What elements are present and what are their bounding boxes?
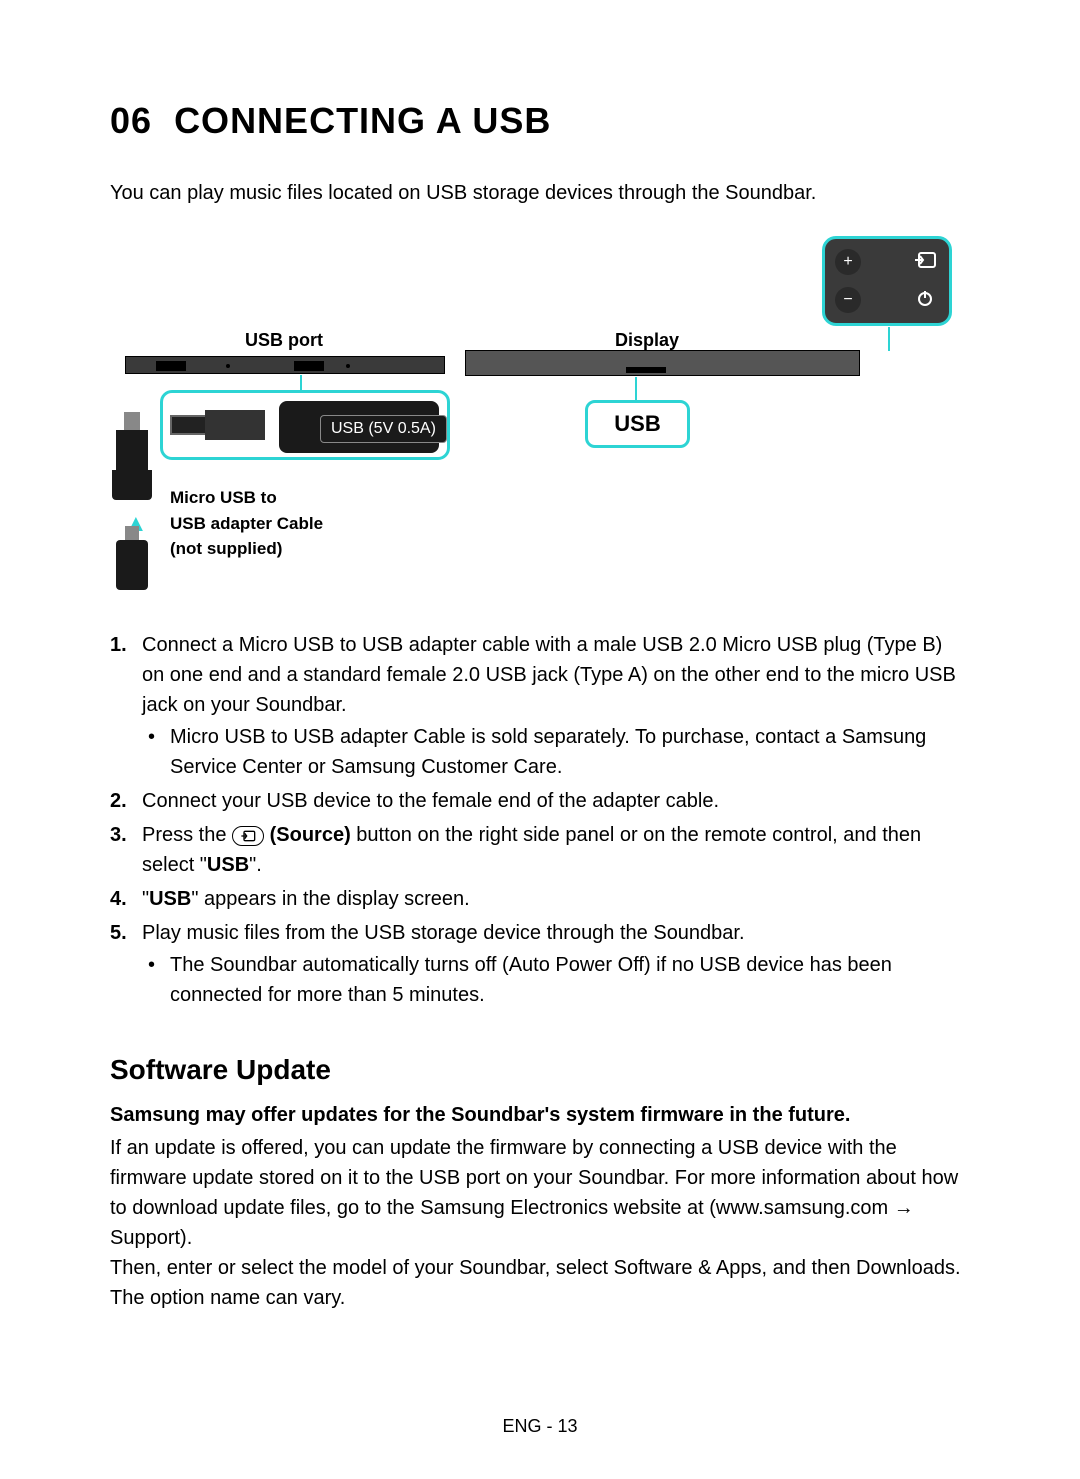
software-paragraph-3: The option name can vary. (110, 1283, 970, 1313)
step-number: 3. (110, 820, 142, 880)
bullet-icon: • (142, 950, 170, 1010)
source-inline-icon (232, 826, 264, 846)
step-text: Press the (Source) button on the right s… (142, 820, 970, 880)
step-number: 4. (110, 884, 142, 914)
sub-text: Micro USB to USB adapter Cable is sold s… (170, 722, 970, 782)
step-5: 5. Play music files from the USB storage… (110, 918, 970, 1010)
step-number: 2. (110, 786, 142, 816)
software-bold-line: Samsung may offer updates for the Soundb… (110, 1104, 970, 1127)
callout-line-icon (888, 327, 890, 351)
volume-up-icon: + (835, 249, 861, 275)
sub-text: The Soundbar automatically turns off (Au… (170, 950, 970, 1010)
step-3: 3. Press the (Source) button on the righ… (110, 820, 970, 880)
usb-drive-icon (116, 540, 148, 590)
source-icon (911, 249, 939, 271)
page-footer: ENG - 13 (0, 1416, 1080, 1437)
connection-diagram: USB port Display + − USB (5V 0.5A) USB ▲ (110, 230, 970, 610)
step-5-sub: • The Soundbar automatically turns off (… (142, 950, 970, 1010)
step-4: 4. "USB" appears in the display screen. (110, 884, 970, 914)
cable-label: Micro USB to USB adapter Cable (not supp… (170, 485, 323, 562)
control-panel-callout: + − (822, 236, 952, 326)
soundbar-front-view (465, 350, 860, 376)
cable-label-line2: USB adapter Cable (170, 511, 323, 537)
step-number: 5. (110, 918, 142, 1010)
section-title: 06 CONNECTING A USB (110, 100, 970, 142)
power-icon (911, 287, 939, 309)
usb-plug-icon (170, 415, 210, 435)
section-title-text: CONNECTING A USB (174, 100, 551, 141)
cable-label-line3: (not supplied) (170, 536, 323, 562)
step-text: Play music files from the USB storage de… (142, 922, 745, 944)
step-1: 1. Connect a Micro USB to USB adapter ca… (110, 630, 970, 782)
software-paragraph-2: Then, enter or select the model of your … (110, 1253, 970, 1283)
intro-paragraph: You can play music files located on USB … (110, 182, 970, 205)
usb-connector-body-icon (112, 470, 152, 500)
usb-socket-icon (205, 410, 265, 440)
display-label: Display (615, 330, 679, 351)
software-update-title: Software Update (110, 1054, 970, 1086)
section-number: 06 (110, 100, 152, 141)
step-text: Connect a Micro USB to USB adapter cable… (142, 634, 956, 716)
usb-display-callout: USB (585, 400, 690, 448)
software-paragraph-1: If an update is offered, you can update … (110, 1133, 970, 1253)
step-2: 2. Connect your USB device to the female… (110, 786, 970, 816)
cable-label-line1: Micro USB to (170, 485, 323, 511)
step-number: 1. (110, 630, 142, 782)
source-label: (Source) (270, 824, 351, 846)
bullet-icon: • (142, 722, 170, 782)
usb-port-label: USB port (245, 330, 323, 351)
usb-5v-label: USB (5V 0.5A) (320, 415, 447, 443)
step-1-sub: • Micro USB to USB adapter Cable is sold… (142, 722, 970, 782)
volume-down-icon: − (835, 287, 861, 313)
step-text: Connect your USB device to the female en… (142, 786, 970, 816)
step-text: "USB" appears in the display screen. (142, 884, 970, 914)
instruction-list: 1. Connect a Micro USB to USB adapter ca… (110, 630, 970, 1010)
soundbar-top-view (125, 356, 445, 374)
